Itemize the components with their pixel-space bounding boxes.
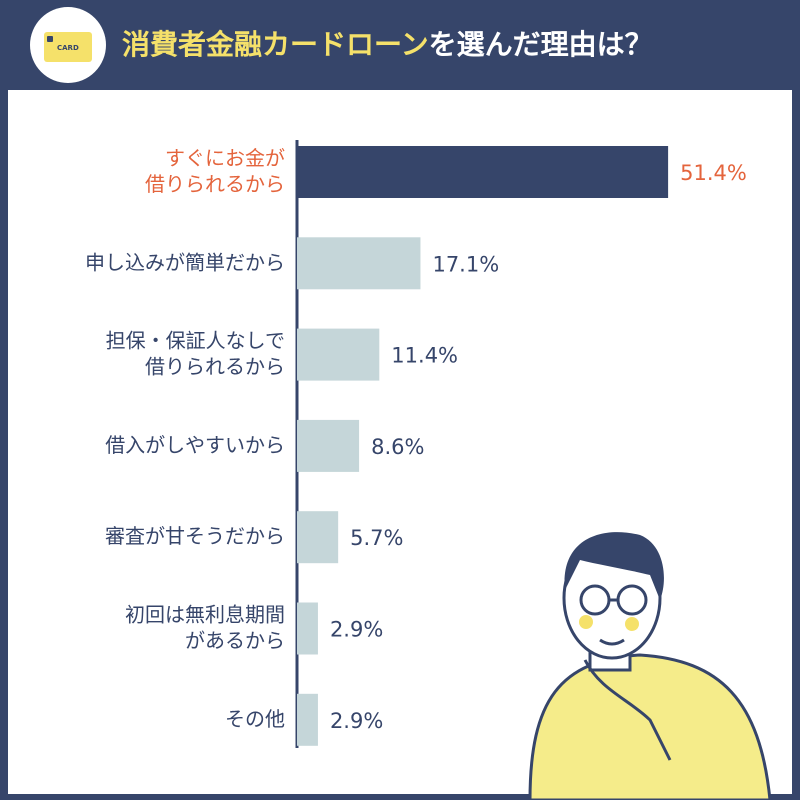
- category-line: があるから: [185, 628, 285, 652]
- category-line: すぐにお金が: [165, 146, 285, 170]
- icon-label: CARD: [57, 44, 79, 52]
- category-line: 借りられるから: [145, 172, 285, 196]
- category-label: その他: [225, 706, 285, 730]
- category-line: 借りられるから: [145, 354, 285, 378]
- value-label: 11.4%: [391, 344, 458, 368]
- card-icon: [44, 32, 92, 62]
- category-line: 審査が甘そうだから: [105, 524, 285, 548]
- category-line: 申し込みが簡単だから: [85, 250, 285, 274]
- card-chip: [47, 36, 53, 42]
- value-label: 2.9%: [330, 618, 383, 642]
- person-illustration: [528, 532, 772, 802]
- category-line: 借入がしやすいから: [105, 432, 285, 456]
- category-label: 担保・保証人なしで借りられるから: [106, 328, 285, 378]
- bar: [297, 146, 669, 198]
- value-label: 5.7%: [350, 526, 403, 550]
- bar: [297, 693, 318, 746]
- category-line: その他: [225, 706, 285, 730]
- category-label: 借入がしやすいから: [105, 432, 285, 456]
- bar: [297, 237, 421, 290]
- category-line: 初回は無利息期間: [125, 602, 285, 626]
- bar: [297, 419, 360, 472]
- bar: [297, 602, 318, 655]
- title-part: 消費者金融カードローン: [122, 28, 429, 61]
- value-label: 8.6%: [371, 435, 424, 459]
- bar: [297, 511, 339, 564]
- chart-title: 消費者金融カードローンを選んだ理由は？: [122, 28, 653, 61]
- bar: [297, 328, 380, 381]
- category-label: 審査が甘そうだから: [105, 524, 285, 548]
- value-label: 17.1%: [432, 252, 499, 276]
- category-line: 担保・保証人なしで: [106, 328, 285, 352]
- category-label: 初回は無利息期間があるから: [125, 602, 285, 652]
- value-label: 2.9%: [330, 709, 383, 733]
- category-label: 申し込みが簡単だから: [85, 250, 285, 274]
- title-part: を選んだ理由は？: [429, 28, 653, 61]
- value-label: 51.4%: [680, 161, 747, 185]
- category-label: すぐにお金が借りられるから: [145, 146, 285, 196]
